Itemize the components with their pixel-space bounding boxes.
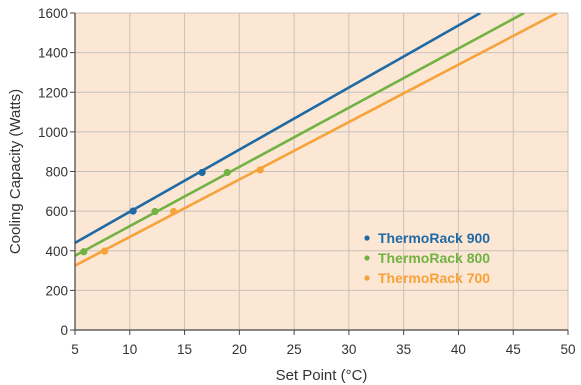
series-line-2 bbox=[75, 13, 525, 257]
x-tick-label: 10 bbox=[122, 342, 137, 357]
data-point-series-1 bbox=[129, 207, 137, 215]
x-axis-title: Set Point (°C) bbox=[276, 367, 368, 384]
data-point-series-2 bbox=[223, 168, 231, 177]
x-tick-label: 35 bbox=[396, 342, 411, 357]
data-point-series-2 bbox=[151, 207, 159, 216]
series-line-3 bbox=[75, 13, 558, 267]
axes-layer bbox=[70, 12, 569, 335]
legend-label-3: ThermoRack 700 bbox=[378, 270, 490, 286]
y-axis-title: Cooling Capacity (Watts) bbox=[7, 89, 24, 254]
x-tick-label: 20 bbox=[232, 342, 247, 357]
x-tick-label: 30 bbox=[341, 342, 356, 357]
x-tick-label: 15 bbox=[177, 342, 192, 357]
series-layer bbox=[75, 13, 558, 267]
y-tick-label: 1400 bbox=[38, 46, 68, 61]
legend-marker-1 bbox=[364, 235, 370, 241]
data-points-layer bbox=[80, 166, 264, 256]
legend-label-2: ThermoRack 800 bbox=[378, 250, 490, 266]
y-tick-label: 400 bbox=[45, 244, 68, 259]
y-tick-label: 600 bbox=[45, 204, 68, 219]
y-tick-label: 200 bbox=[45, 283, 68, 298]
legend-marker-3 bbox=[364, 275, 370, 281]
x-tick-label: 5 bbox=[71, 342, 79, 357]
y-tick-label: 800 bbox=[45, 165, 68, 180]
x-tick-label: 50 bbox=[560, 342, 575, 357]
x-tick-label: 40 bbox=[451, 342, 466, 357]
y-tick-label: 1000 bbox=[38, 125, 68, 140]
y-tick-label: 0 bbox=[60, 323, 68, 338]
legend-label-1: ThermoRack 900 bbox=[378, 230, 490, 246]
data-point-series-1 bbox=[198, 168, 206, 177]
y-tick-label: 1600 bbox=[38, 6, 68, 21]
x-tick-label: 25 bbox=[287, 342, 302, 357]
legend-marker-2 bbox=[364, 255, 370, 261]
series-line-1 bbox=[75, 13, 481, 244]
tick-labels: 5 10 15 20 25 30 35 40 45 50 0 200 400 600 800 1000 1200… bbox=[38, 6, 576, 357]
data-point-series-3 bbox=[100, 247, 109, 255]
y-tick-label: 1200 bbox=[38, 85, 68, 100]
data-point-series-3 bbox=[170, 207, 178, 216]
data-point-series-3 bbox=[256, 166, 264, 174]
x-tick-label: 45 bbox=[506, 342, 521, 357]
data-point-series-2 bbox=[80, 248, 88, 256]
legend: ThermoRack 900 ThermoRack 800 ThermoRack 7… bbox=[364, 230, 490, 286]
